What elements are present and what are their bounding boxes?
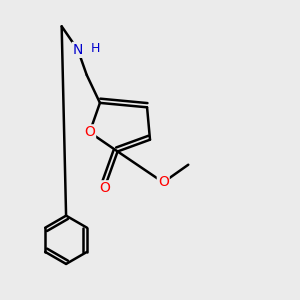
Text: H: H [91, 42, 100, 55]
Text: N: N [73, 43, 83, 57]
Text: O: O [158, 176, 169, 189]
Text: O: O [99, 181, 110, 195]
Text: O: O [84, 125, 95, 139]
